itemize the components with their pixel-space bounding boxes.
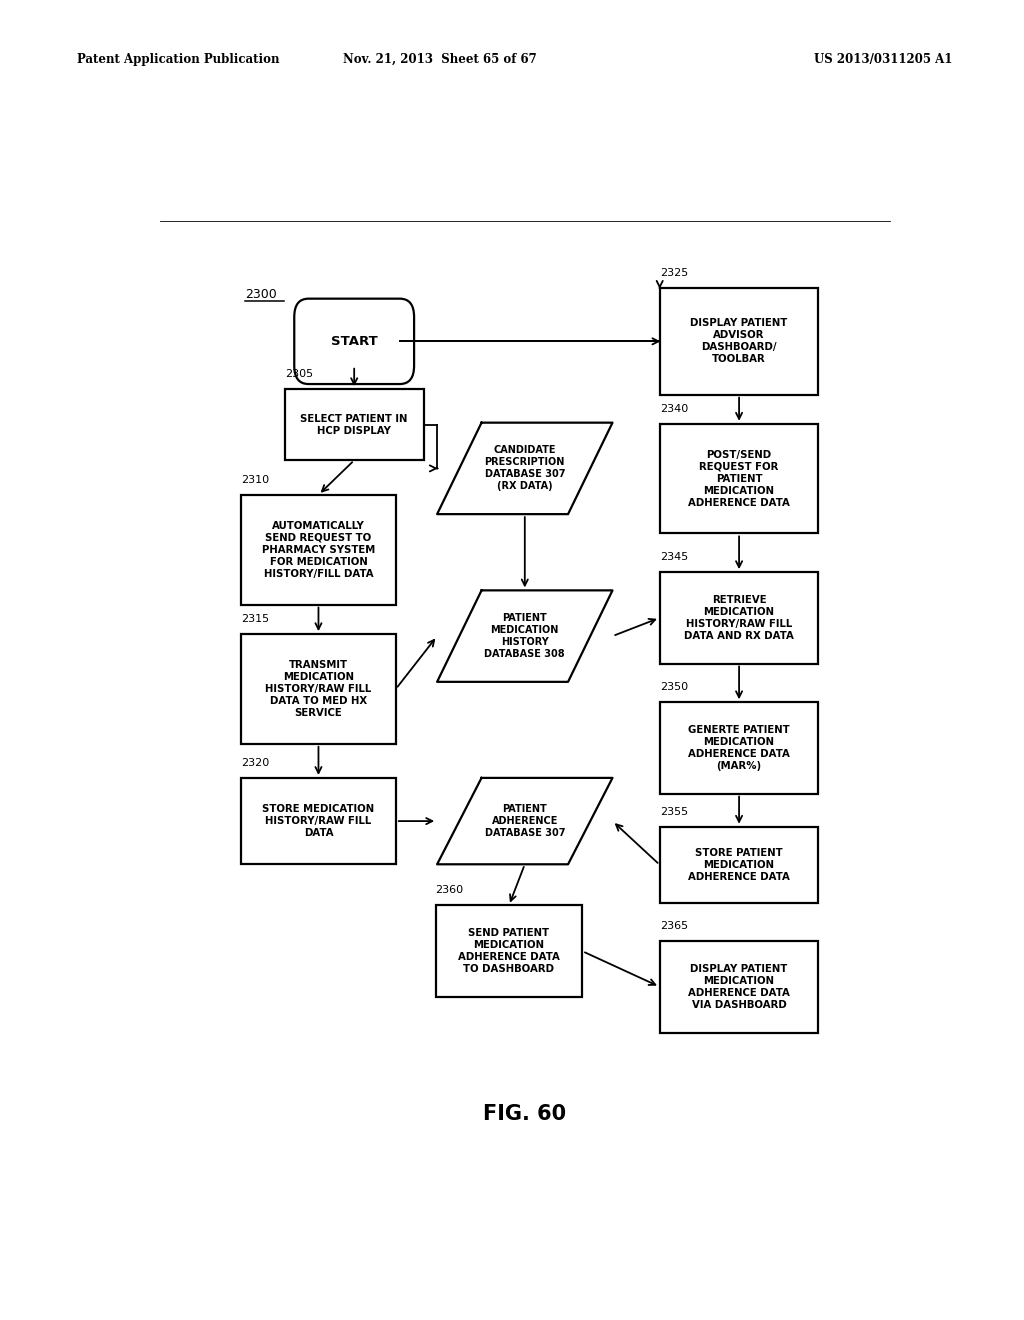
Text: US 2013/0311205 A1: US 2013/0311205 A1 — [814, 53, 952, 66]
Text: 2310: 2310 — [241, 475, 269, 484]
Bar — [285, 389, 424, 461]
Text: CANDIDATE
PRESCRIPTION
DATABASE 307
(RX DATA): CANDIDATE PRESCRIPTION DATABASE 307 (RX … — [484, 445, 565, 491]
Bar — [659, 826, 818, 903]
Bar — [659, 572, 818, 664]
Bar — [659, 702, 818, 793]
Text: PATIENT
MEDICATION
HISTORY
DATABASE 308: PATIENT MEDICATION HISTORY DATABASE 308 — [484, 612, 565, 659]
Text: START: START — [331, 335, 378, 348]
Text: RETRIEVE
MEDICATION
HISTORY/RAW FILL
DATA AND RX DATA: RETRIEVE MEDICATION HISTORY/RAW FILL DAT… — [684, 595, 794, 640]
Text: Patent Application Publication: Patent Application Publication — [77, 53, 280, 66]
Text: Nov. 21, 2013  Sheet 65 of 67: Nov. 21, 2013 Sheet 65 of 67 — [343, 53, 538, 66]
Text: 2340: 2340 — [659, 404, 688, 413]
Text: 2305: 2305 — [285, 370, 313, 379]
Text: DISPLAY PATIENT
MEDICATION
ADHERENCE DATA
VIA DASHBOARD: DISPLAY PATIENT MEDICATION ADHERENCE DAT… — [688, 964, 790, 1010]
Bar — [241, 495, 396, 605]
Text: SEND PATIENT
MEDICATION
ADHERENCE DATA
TO DASHBOARD: SEND PATIENT MEDICATION ADHERENCE DATA T… — [458, 928, 560, 974]
Text: PATIENT
ADHERENCE
DATABASE 307: PATIENT ADHERENCE DATABASE 307 — [484, 804, 565, 838]
Text: 2300: 2300 — [246, 288, 278, 301]
Text: STORE MEDICATION
HISTORY/RAW FILL
DATA: STORE MEDICATION HISTORY/RAW FILL DATA — [262, 804, 375, 838]
Bar — [659, 941, 818, 1032]
Text: SELECT PATIENT IN
HCP DISPLAY: SELECT PATIENT IN HCP DISPLAY — [300, 413, 408, 436]
Text: AUTOMATICALLY
SEND REQUEST TO
PHARMACY SYSTEM
FOR MEDICATION
HISTORY/FILL DATA: AUTOMATICALLY SEND REQUEST TO PHARMACY S… — [262, 520, 375, 578]
Text: 2365: 2365 — [659, 921, 688, 931]
Text: 2315: 2315 — [241, 614, 269, 624]
Text: 2325: 2325 — [659, 268, 688, 277]
Text: POST/SEND
REQUEST FOR
PATIENT
MEDICATION
ADHERENCE DATA: POST/SEND REQUEST FOR PATIENT MEDICATION… — [688, 450, 790, 508]
Text: 2345: 2345 — [659, 552, 688, 562]
Bar — [241, 777, 396, 865]
Bar — [435, 906, 583, 997]
Text: 2355: 2355 — [659, 807, 688, 817]
Text: TRANSMIT
MEDICATION
HISTORY/RAW FILL
DATA TO MED HX
SERVICE: TRANSMIT MEDICATION HISTORY/RAW FILL DAT… — [265, 660, 372, 718]
Bar — [659, 424, 818, 533]
Text: DISPLAY PATIENT
ADVISOR
DASHBOARD/
TOOLBAR: DISPLAY PATIENT ADVISOR DASHBOARD/ TOOLB… — [690, 318, 787, 364]
Bar — [241, 634, 396, 744]
Text: STORE PATIENT
MEDICATION
ADHERENCE DATA: STORE PATIENT MEDICATION ADHERENCE DATA — [688, 847, 790, 882]
Text: 2360: 2360 — [435, 886, 464, 895]
Text: 2320: 2320 — [241, 758, 269, 768]
Text: FIG. 60: FIG. 60 — [483, 1104, 566, 1123]
Text: 2350: 2350 — [659, 682, 688, 692]
Text: GENERTE PATIENT
MEDICATION
ADHERENCE DATA
(MAR%): GENERTE PATIENT MEDICATION ADHERENCE DAT… — [688, 725, 790, 771]
Bar — [659, 288, 818, 395]
